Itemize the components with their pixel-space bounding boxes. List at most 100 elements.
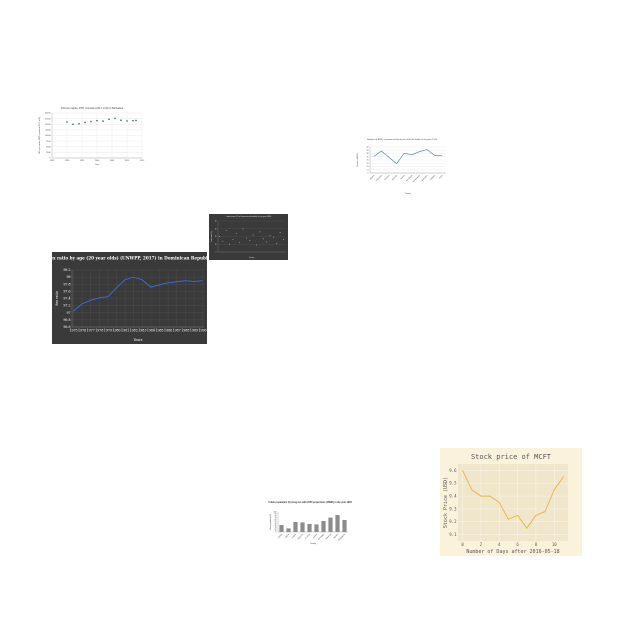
y-tick-label: 30 bbox=[275, 526, 277, 528]
y-tick-label: 44 bbox=[367, 150, 369, 152]
data-point bbox=[266, 241, 268, 243]
bar bbox=[307, 524, 312, 532]
bar bbox=[335, 515, 340, 532]
y-tick-label: 50 bbox=[367, 147, 369, 149]
x-tick-label: 1983 bbox=[138, 328, 146, 332]
data-point bbox=[126, 120, 128, 122]
chart-title: Stock price of MCFT bbox=[471, 453, 552, 461]
x-tick-label: 1977 bbox=[87, 328, 95, 332]
x-axis-label: Country bbox=[405, 192, 411, 195]
data-point bbox=[96, 119, 98, 122]
data-point bbox=[135, 119, 137, 122]
chart-title: Labor taxes (% of commercial profits) in… bbox=[226, 215, 271, 218]
x-tick-label: 1995 bbox=[80, 160, 85, 162]
x-tick-label: Algeria bbox=[284, 533, 290, 539]
x-tick-label: 1980 bbox=[112, 328, 120, 332]
x-tick-label: 1985 bbox=[50, 160, 55, 162]
data-point bbox=[235, 232, 237, 234]
x-tick-label: Bangladesh bbox=[338, 534, 346, 542]
x-tick-label: 1976 bbox=[78, 328, 86, 332]
x-axis-label: Year bbox=[95, 164, 99, 166]
data-point bbox=[245, 237, 247, 239]
x-tick-label: 10 bbox=[552, 542, 557, 547]
data-point bbox=[225, 229, 227, 231]
y-tick-label: 90 bbox=[275, 514, 277, 516]
x-axis-label: Country bbox=[310, 542, 316, 545]
x-axis-label: Years bbox=[133, 338, 143, 342]
bar bbox=[328, 517, 333, 532]
data-point bbox=[279, 232, 281, 234]
x-tick-label: Belgium bbox=[430, 174, 436, 180]
x-tick-label: Azerbaijan bbox=[317, 533, 325, 541]
y-tick-label: 15000 bbox=[45, 124, 51, 126]
x-tick-label: Argentina bbox=[375, 174, 383, 182]
x-tick-label: 1990 bbox=[65, 160, 70, 162]
chart-stock-price-mcft: Stock price of MCFT 9.1 9.2 9.3 9.4 9.5 9.6 0 2 4… bbox=[440, 448, 582, 556]
bar bbox=[342, 520, 347, 532]
data-point bbox=[114, 117, 116, 120]
y-tick-label: 25 bbox=[367, 160, 369, 162]
y-tick-label: 17500 bbox=[45, 118, 51, 120]
y-tick-label: 20 bbox=[215, 236, 217, 238]
x-tick-label: 1985 bbox=[155, 328, 163, 332]
data-point bbox=[269, 235, 271, 237]
y-tick-label: 9.4 bbox=[449, 493, 457, 498]
x-axis-label: Number of Days after 2016-05-18 bbox=[466, 549, 559, 555]
y-tick-label: 0 bbox=[276, 532, 277, 534]
y-tick-label: 13 bbox=[367, 166, 369, 168]
y-tick-label: 10000 bbox=[45, 135, 51, 137]
bar bbox=[314, 524, 319, 532]
y-tick-label: 100 bbox=[274, 512, 277, 514]
chart-atms-2014: Number of ATMs, commercial banks per 100… bbox=[354, 136, 450, 196]
data-point bbox=[239, 242, 241, 244]
y-tick-label: 9.2 bbox=[449, 519, 457, 524]
series-line bbox=[73, 276, 203, 312]
x-tick-label: Austria bbox=[312, 533, 318, 539]
x-tick-label: 0 bbox=[461, 542, 464, 547]
data-point bbox=[256, 244, 258, 246]
x-tick-label: Benin bbox=[439, 175, 444, 180]
y-tick-label: 9.5 bbox=[449, 481, 457, 486]
y-tick-label: 70 bbox=[275, 518, 277, 520]
x-tick-label: 1978 bbox=[95, 328, 103, 332]
data-point bbox=[219, 236, 220, 237]
data-point bbox=[132, 119, 134, 122]
x-tick-label: 8 bbox=[535, 542, 538, 547]
y-tick-label: 40 bbox=[275, 524, 277, 526]
y-tick-label: 38 bbox=[367, 153, 369, 155]
x-tick-label: Angola bbox=[291, 533, 297, 539]
y-tick-label: 6 bbox=[368, 169, 369, 171]
x-tick-label: 6 bbox=[516, 542, 519, 547]
y-tick-label: 97.2 bbox=[63, 304, 70, 308]
y-tick-label: 20 bbox=[275, 528, 277, 530]
x-tick-label: Australia bbox=[391, 174, 398, 181]
bar bbox=[293, 522, 298, 532]
y-tick-label: 80 bbox=[275, 516, 277, 518]
data-point bbox=[84, 121, 86, 124]
data-point bbox=[72, 123, 74, 126]
y-tick-label: 50 bbox=[275, 522, 277, 524]
data-point bbox=[262, 238, 264, 240]
chart-sex-ratio-dominican-republic: Sex ratio by age (20 year olds) (UNWPP, … bbox=[52, 252, 207, 344]
y-tick-label: 97.8 bbox=[63, 282, 70, 286]
y-tick-label: 31 bbox=[367, 156, 369, 158]
y-tick-label: 9.1 bbox=[449, 532, 457, 537]
chart-urban-population-1984: Urban population (%) long-run with 2050 … bbox=[268, 498, 352, 546]
chart-title: Urban population (%) long-run with 2050 … bbox=[268, 501, 352, 504]
x-tick-label: 1984 bbox=[147, 328, 155, 332]
x-tick-label: 2015 bbox=[140, 160, 145, 162]
y-tick-label: 0 bbox=[49, 158, 51, 160]
bar bbox=[286, 528, 291, 532]
chart-title: Number of ATMs, commercial banks per 100… bbox=[367, 138, 438, 141]
chart-gni-barbados: GNI per capita, PPP (constant 2017 int $… bbox=[36, 104, 148, 170]
x-tick-label: Armenia bbox=[384, 174, 391, 181]
x-tick-label: 1988 bbox=[181, 328, 189, 332]
data-point bbox=[108, 118, 110, 121]
data-point bbox=[66, 121, 68, 123]
y-tick-label: 0 bbox=[368, 173, 369, 175]
x-tick-label: 1989 bbox=[190, 328, 198, 332]
y-tick-label: 2500 bbox=[46, 152, 51, 154]
y-tick-label: 9.3 bbox=[449, 506, 457, 511]
data-point bbox=[120, 119, 122, 121]
y-tick-label: 97.4 bbox=[63, 297, 70, 301]
